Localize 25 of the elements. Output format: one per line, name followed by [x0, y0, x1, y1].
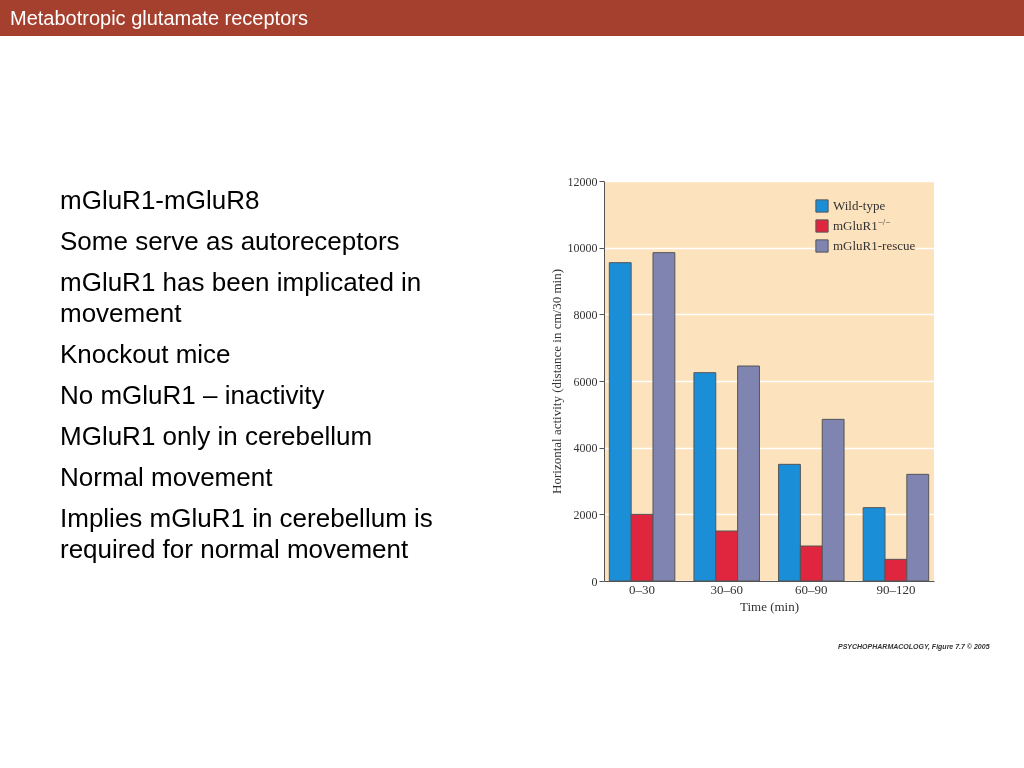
legend-label: mGluR1-rescue [833, 238, 916, 253]
y-tick-label: 6000 [573, 374, 598, 389]
x-tick-label: 0–30 [629, 581, 656, 597]
y-tick-label: 2000 [573, 507, 598, 522]
text: Knockout mice [60, 339, 232, 370]
text: MGluR1 only in cerebellum [60, 421, 374, 452]
y-tick-label: 10000 [567, 241, 598, 256]
text: Implies mGluR1 in cerebellum is required for normal movement [60, 503, 434, 565]
legend-label: Wild-type [833, 198, 886, 213]
x-axis-title: Time (min) [739, 598, 800, 614]
y-tick-label: 12000 [567, 174, 598, 189]
y-axis-title: Horizontal activity (distance in cm/30 min) [548, 269, 564, 494]
text: mGluR1-mGluR8 [60, 185, 261, 216]
text: Some serve as autoreceptors [60, 226, 401, 257]
legend-label: mGluR1$^{−/−}$ [833, 217, 891, 233]
y-tick-label: 0 [591, 574, 598, 589]
text: mGluR1 has been implicated in movement [60, 267, 423, 329]
y-tick-label: 8000 [573, 307, 598, 322]
y-tick-label: 4000 [573, 441, 598, 456]
x-tick-label: 90–120 [876, 581, 916, 597]
text: No mGluR1 – inactivity [60, 380, 326, 411]
text: Metabotropic glutamate receptors [0, 0, 1024, 36]
x-tick-label: 30–60 [710, 581, 743, 597]
text: Normal movement [60, 462, 274, 493]
x-tick-label: 60–90 [795, 581, 828, 597]
